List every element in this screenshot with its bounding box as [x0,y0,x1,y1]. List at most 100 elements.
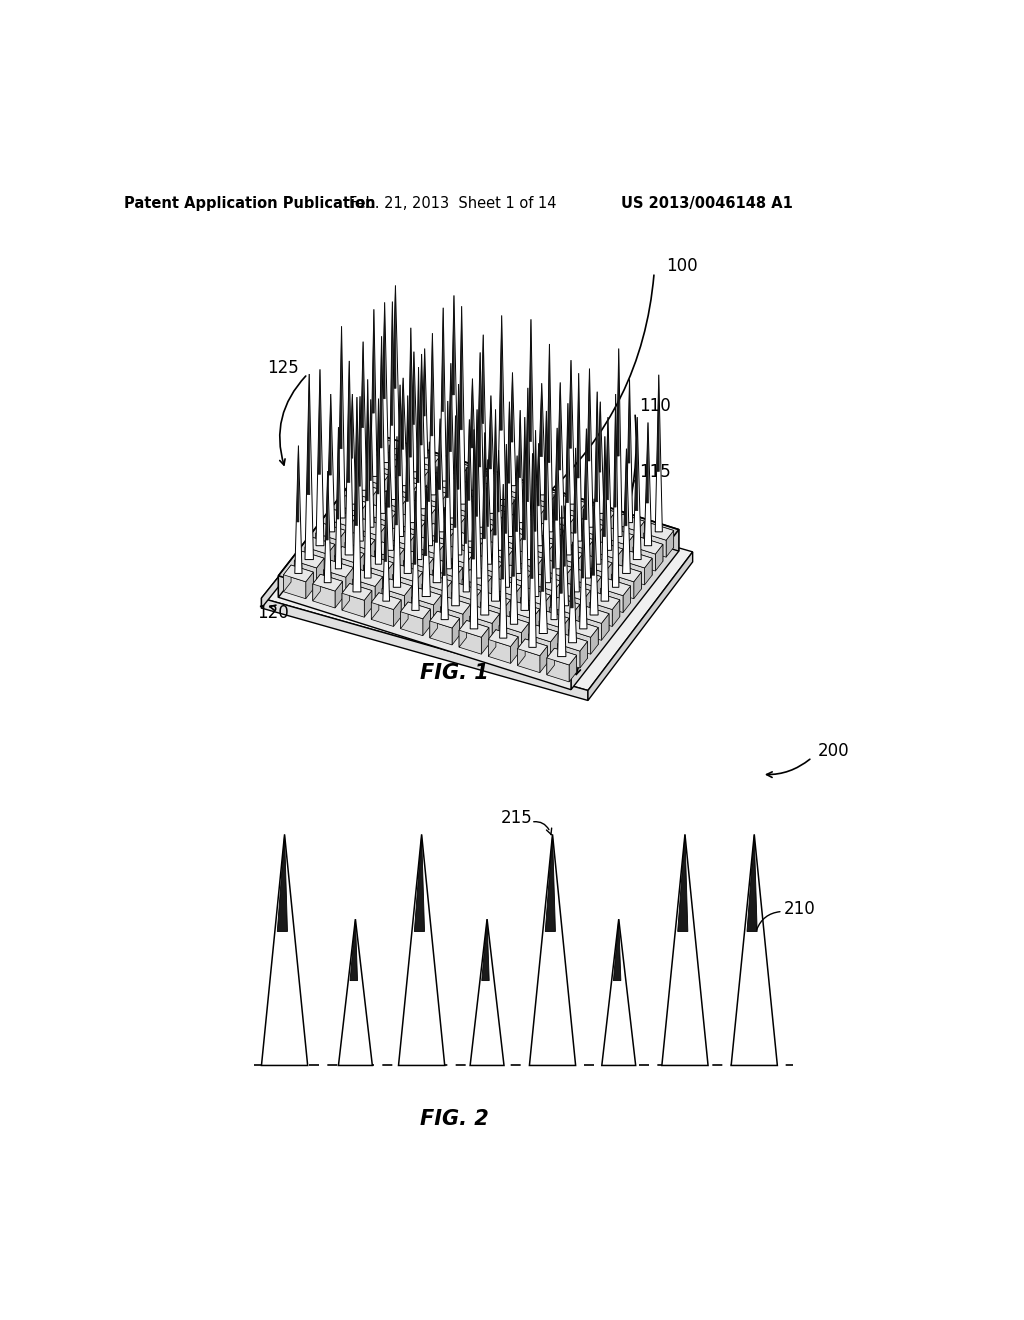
Polygon shape [437,611,460,635]
Polygon shape [438,418,440,490]
Polygon shape [592,499,595,576]
Polygon shape [633,537,663,554]
Polygon shape [345,496,368,520]
Polygon shape [350,395,353,458]
Polygon shape [509,498,516,525]
Polygon shape [317,370,321,474]
Polygon shape [646,422,648,503]
Polygon shape [432,457,439,483]
Polygon shape [371,488,378,516]
Polygon shape [498,478,527,494]
Polygon shape [261,459,373,609]
Polygon shape [495,528,524,545]
Polygon shape [404,586,412,612]
Polygon shape [375,577,383,603]
Polygon shape [418,450,439,474]
Polygon shape [611,565,641,582]
Polygon shape [590,499,598,615]
Polygon shape [385,528,393,554]
Polygon shape [367,506,374,532]
Polygon shape [623,561,644,585]
Polygon shape [568,620,598,638]
Polygon shape [399,463,407,490]
Polygon shape [382,543,404,566]
Polygon shape [480,602,503,627]
Polygon shape [522,417,525,540]
Polygon shape [415,537,444,554]
Polygon shape [574,519,582,545]
Polygon shape [447,531,455,557]
Polygon shape [396,478,418,502]
Polygon shape [486,491,516,508]
Polygon shape [498,478,505,504]
Polygon shape [474,590,481,618]
Polygon shape [415,500,436,524]
Polygon shape [568,630,591,655]
Polygon shape [302,552,324,576]
Polygon shape [335,556,356,581]
Polygon shape [580,607,609,623]
Polygon shape [297,446,299,521]
Polygon shape [324,561,353,577]
Polygon shape [418,487,447,503]
Polygon shape [514,586,521,612]
Polygon shape [580,607,587,634]
Polygon shape [473,409,481,578]
Polygon shape [403,561,426,585]
Polygon shape [568,583,591,607]
Polygon shape [614,515,623,541]
Text: FIG. 1: FIG. 1 [420,663,488,682]
Polygon shape [517,535,524,562]
Polygon shape [655,544,663,572]
Polygon shape [644,422,651,545]
Polygon shape [644,524,674,540]
Polygon shape [468,469,498,484]
Polygon shape [478,352,481,467]
Polygon shape [678,834,688,932]
Polygon shape [486,500,509,525]
Polygon shape [359,469,389,484]
Polygon shape [396,524,418,548]
Polygon shape [528,589,551,612]
Polygon shape [458,482,487,499]
Polygon shape [548,345,550,462]
Polygon shape [601,543,623,566]
Polygon shape [455,533,484,549]
Polygon shape [383,490,389,601]
Polygon shape [546,519,567,544]
Polygon shape [392,461,399,488]
Polygon shape [433,595,441,622]
Polygon shape [426,558,433,585]
Polygon shape [490,475,498,502]
Polygon shape [370,454,399,471]
Polygon shape [590,602,612,627]
Polygon shape [436,418,444,532]
Polygon shape [483,543,513,558]
Polygon shape [564,533,571,560]
Polygon shape [411,351,418,471]
Polygon shape [349,395,356,504]
Polygon shape [623,552,630,578]
Polygon shape [436,544,444,572]
Polygon shape [529,319,531,441]
Polygon shape [615,549,623,576]
Polygon shape [418,521,426,548]
Polygon shape [513,552,520,578]
Polygon shape [492,589,514,612]
Polygon shape [604,528,634,545]
Polygon shape [284,565,313,582]
Polygon shape [441,507,449,619]
Polygon shape [348,491,371,516]
Polygon shape [601,589,623,612]
Polygon shape [535,524,564,540]
Polygon shape [550,598,580,614]
Polygon shape [398,834,444,1065]
Polygon shape [543,595,551,622]
Polygon shape [335,581,343,609]
Polygon shape [560,546,583,570]
Polygon shape [523,537,554,554]
Polygon shape [561,593,583,618]
Polygon shape [386,437,679,552]
Polygon shape [324,561,331,587]
Polygon shape [623,586,631,612]
